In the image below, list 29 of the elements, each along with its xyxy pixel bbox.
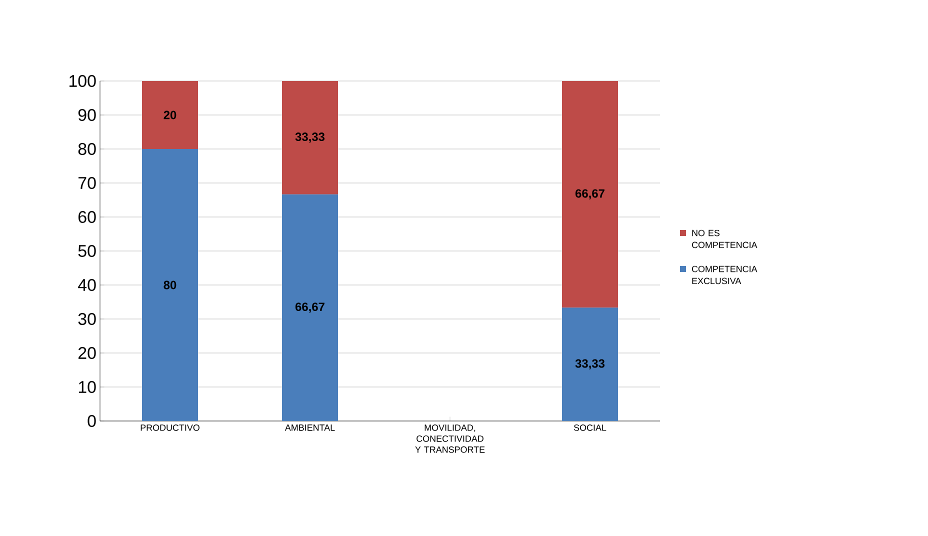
data-label: 33,33 — [295, 132, 325, 143]
x-tick-label: AMBIENTAL — [284, 424, 335, 431]
bar — [282, 194, 338, 421]
y-tick-label: 20 — [78, 347, 96, 359]
bar — [282, 80, 338, 194]
bar — [142, 148, 198, 421]
y-tick-label: 80 — [78, 143, 96, 155]
data-label: 80 — [164, 280, 176, 290]
data-label: 66,67 — [575, 189, 604, 200]
y-tick-label: 40 — [78, 279, 96, 291]
y-tick-label: 70 — [78, 177, 96, 189]
y-tick-label: 90 — [78, 108, 96, 121]
data-label: 66,67 — [295, 302, 324, 313]
bar — [562, 80, 618, 308]
y-tick-label: 0 — [88, 415, 96, 427]
bar — [142, 80, 198, 149]
x-tick-label: PRODUCTIVO — [140, 424, 200, 431]
y-tick-label: 30 — [78, 313, 96, 325]
legend-label: NO ES COMPETENCIA — [692, 230, 758, 248]
bar — [562, 308, 618, 421]
x-tick-label: MOVILIDAD, CONECTIVIDAD Y TRANSPORTE — [415, 424, 485, 453]
y-tick-label: 50 — [78, 245, 96, 257]
y-tick-label: 10 — [78, 381, 96, 393]
y-tick-label: 60 — [78, 211, 96, 223]
x-tick-label: SOCIAL — [574, 424, 606, 431]
legend-label: COMPETENCIA EXCLUSIVA — [692, 266, 758, 284]
data-label: 33,33 — [575, 359, 605, 370]
data-label: 20 — [164, 110, 176, 120]
y-tick-label: 100 — [70, 74, 96, 87]
